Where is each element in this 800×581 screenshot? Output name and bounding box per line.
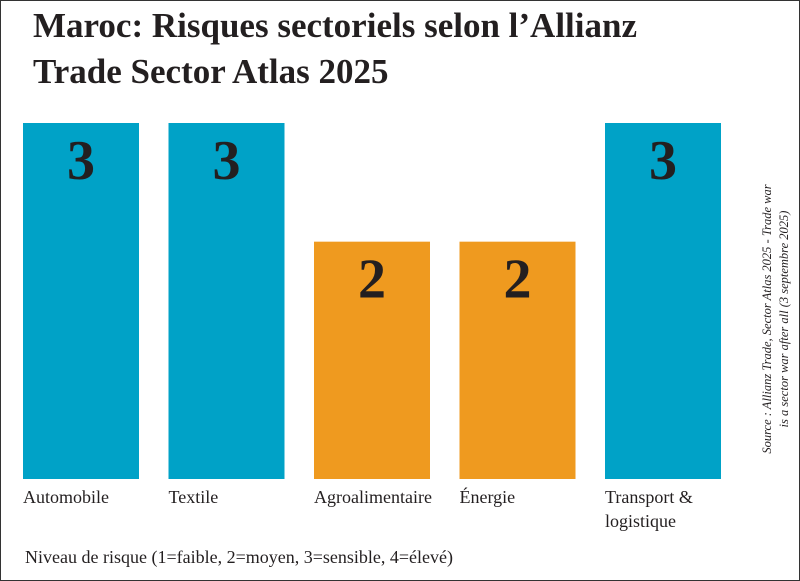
category-label-4-line-0: Transport & [605, 487, 693, 507]
bar-2 [314, 241, 430, 479]
category-label-3: Énergie [459, 487, 516, 507]
category-label-0: Automobile [23, 487, 109, 507]
bar-value-label-2: 2 [358, 249, 386, 311]
bar-value-label-1: 3 [213, 130, 241, 192]
bar-4 [605, 123, 721, 479]
category-label-1: Textile [168, 487, 219, 507]
category-label-2: Agroalimentaire [314, 487, 432, 507]
bar-value-label-0: 3 [67, 130, 95, 192]
category-label-4-line-1: logistique [605, 511, 676, 531]
risk-level-legend: Niveau de risque (1=faible, 2=moyen, 3=s… [25, 547, 453, 567]
bar-1 [168, 123, 285, 479]
bar-value-label-3: 2 [504, 249, 532, 311]
chart-title: Maroc: Risques sectoriels selon l’Allian… [33, 6, 637, 91]
bar-0 [23, 123, 139, 479]
bar-3 [459, 241, 576, 479]
source-note: Source : Allianz Trade, Sector Atlas 202… [760, 184, 791, 454]
bar-value-label-4: 3 [649, 130, 677, 192]
